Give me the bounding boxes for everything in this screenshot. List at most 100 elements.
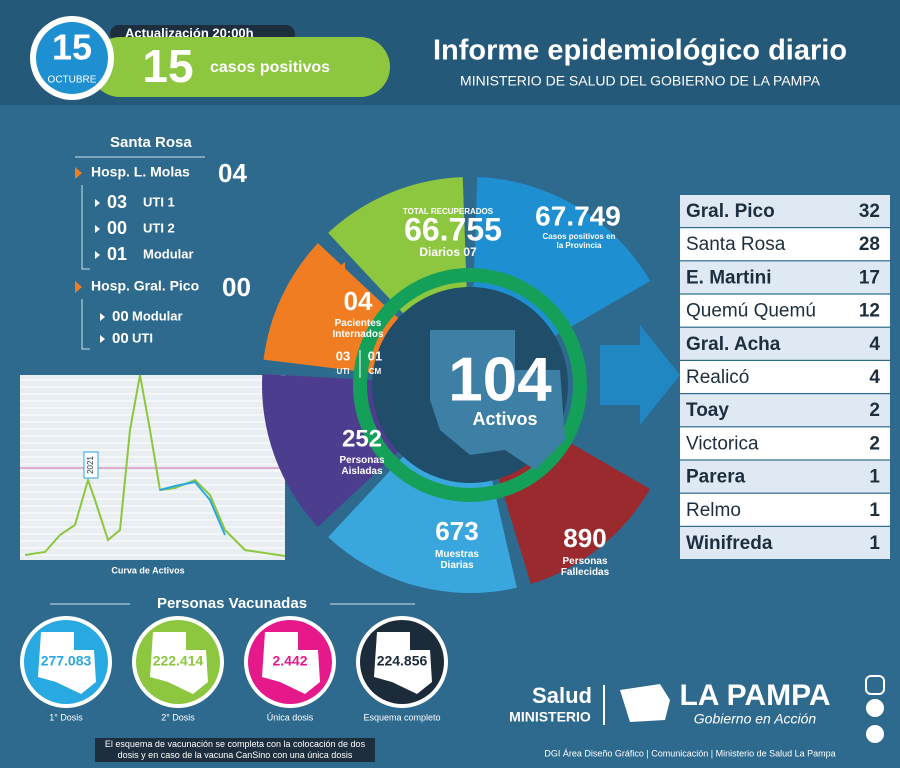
- locality-count: 2: [869, 433, 880, 454]
- isolated-label-box: Personas Aisladas: [339, 455, 385, 477]
- table-row: [680, 261, 890, 294]
- active-value: 104: [448, 345, 552, 414]
- uti-value: 03: [336, 348, 350, 363]
- bed-arrow: [100, 313, 105, 321]
- curve-b: [159, 480, 226, 536]
- table-row: [680, 427, 890, 460]
- locality-name: Realicó: [686, 367, 749, 388]
- locality-count: 4: [869, 367, 880, 388]
- table-row: [680, 294, 890, 327]
- recovered-daily: Diarios 07: [419, 245, 477, 259]
- bracket: [81, 185, 90, 270]
- hospital-value: 04: [218, 158, 247, 188]
- brand-salud: Salud: [532, 683, 592, 708]
- cm-label: CM: [369, 367, 382, 376]
- bed-value: 01: [107, 244, 127, 264]
- brand-lapampa: LA PAMPA: [679, 679, 830, 712]
- bed-value: 00: [112, 330, 129, 347]
- social-icons: [865, 675, 885, 743]
- instagram-icon[interactable]: [865, 675, 885, 695]
- brand-ministerio: MINISTERIO: [509, 709, 591, 725]
- label-box: [83, 451, 99, 479]
- cases: 15: [142, 40, 193, 92]
- vaccine-label: Única dosis: [267, 712, 314, 722]
- bed-arrow: [95, 199, 100, 207]
- table-row: [680, 460, 890, 493]
- bullet: [75, 167, 82, 179]
- table-row: [680, 527, 890, 559]
- uti-label: UTI: [337, 367, 350, 376]
- city: Santa Rosa: [110, 134, 192, 151]
- locality-count: 1: [869, 500, 880, 521]
- month: OCTUBRE: [48, 75, 97, 86]
- twitter-icon[interactable]: [866, 725, 884, 743]
- locality-name: Relmo: [686, 500, 741, 521]
- isolated-label: Personas Aisladas: [339, 455, 385, 477]
- bed-value: 00: [107, 218, 127, 238]
- vaccine-value: 2.442: [272, 653, 307, 669]
- samples-value: 673: [435, 516, 478, 546]
- recovered-label: TOTAL RECUPERADOS: [403, 207, 494, 216]
- locality-count: 4: [869, 334, 880, 355]
- brand-logo: [620, 684, 670, 722]
- credits: DGI Área Diseño Gráfico | Comunicación |…: [544, 748, 835, 758]
- locality-name: Gral. Acha: [686, 334, 781, 355]
- locality-name: Parera: [686, 467, 746, 488]
- locality-count: 12: [859, 301, 880, 322]
- bullet: [75, 281, 82, 293]
- locality-count: 32: [859, 201, 880, 222]
- curve: [24, 374, 286, 557]
- right-arrow: [600, 325, 680, 425]
- vaccines-title: Personas Vacunadas: [157, 595, 307, 612]
- locality-name: Santa Rosa: [686, 234, 786, 255]
- table-row: [680, 394, 890, 427]
- vaccine-label: 2° Dosis: [161, 712, 195, 722]
- locality-name: Quemú Quemú: [686, 301, 816, 322]
- bed-label: Modular: [143, 246, 194, 261]
- positives-segment: [473, 177, 651, 339]
- curve-chart: 2021 Curva de Activos: [20, 374, 286, 575]
- vaccine-value: 222.414: [153, 653, 204, 669]
- bed-label: UTI 1: [143, 194, 175, 209]
- cm-value: 01: [368, 348, 382, 363]
- positives-value: 67.749: [535, 200, 621, 231]
- locality-count: 17: [859, 267, 880, 288]
- date-circle: [36, 22, 108, 94]
- vaccine-value: 277.083: [41, 653, 92, 669]
- day: 15: [52, 27, 92, 68]
- samples-label: Muestras Diarias: [435, 549, 479, 571]
- cases-label: casos positivos: [210, 59, 330, 76]
- bed-arrow: [95, 251, 100, 259]
- vaccines-note: El esquema de vacunación se completa con…: [95, 738, 375, 762]
- vaccine-map: [150, 632, 208, 694]
- hospitalized-value: 04: [344, 286, 373, 316]
- locality-count: 2: [869, 400, 880, 421]
- hospitalized-label: Pacientes Internados: [332, 318, 384, 340]
- hospital-value: 00: [222, 272, 251, 302]
- bed-label: UTI: [132, 330, 153, 345]
- locality-count: 28: [859, 234, 880, 255]
- positives-label-box: Casos positivos en la Provincia: [542, 232, 616, 250]
- vaccine-map: [38, 632, 96, 694]
- recovered-value: 66.755: [404, 211, 502, 247]
- locality-count: 1: [869, 533, 880, 554]
- title: Informe epidemiológico diario: [433, 35, 847, 67]
- facebook-icon[interactable]: [866, 699, 884, 717]
- inner-ring: [353, 268, 587, 502]
- isolated-value: 252: [342, 425, 382, 452]
- bed-label: UTI 2: [143, 220, 175, 235]
- table-row: [680, 327, 890, 360]
- brand-gobierno: Gobierno en Acción: [694, 711, 817, 727]
- positives-label: Casos positivos en la Provincia: [542, 232, 616, 250]
- active-label: Activos: [472, 409, 537, 429]
- deceased-value: 890: [563, 523, 606, 553]
- bed-arrow: [100, 335, 105, 343]
- vaccines: 277.083 1° Dosis 222.414 2° Dosis 2.442 Única…: [20, 616, 448, 722]
- hospitals: Hosp. L. Molas 04 03 UTI 1 00 UTI 2 01 Modular H…: [75, 158, 251, 350]
- chart-lines: [20, 379, 285, 556]
- hospitalized-label-box: Pacientes Internados: [332, 318, 384, 340]
- locality-name: E. Martini: [686, 267, 772, 288]
- table-row: [680, 493, 890, 526]
